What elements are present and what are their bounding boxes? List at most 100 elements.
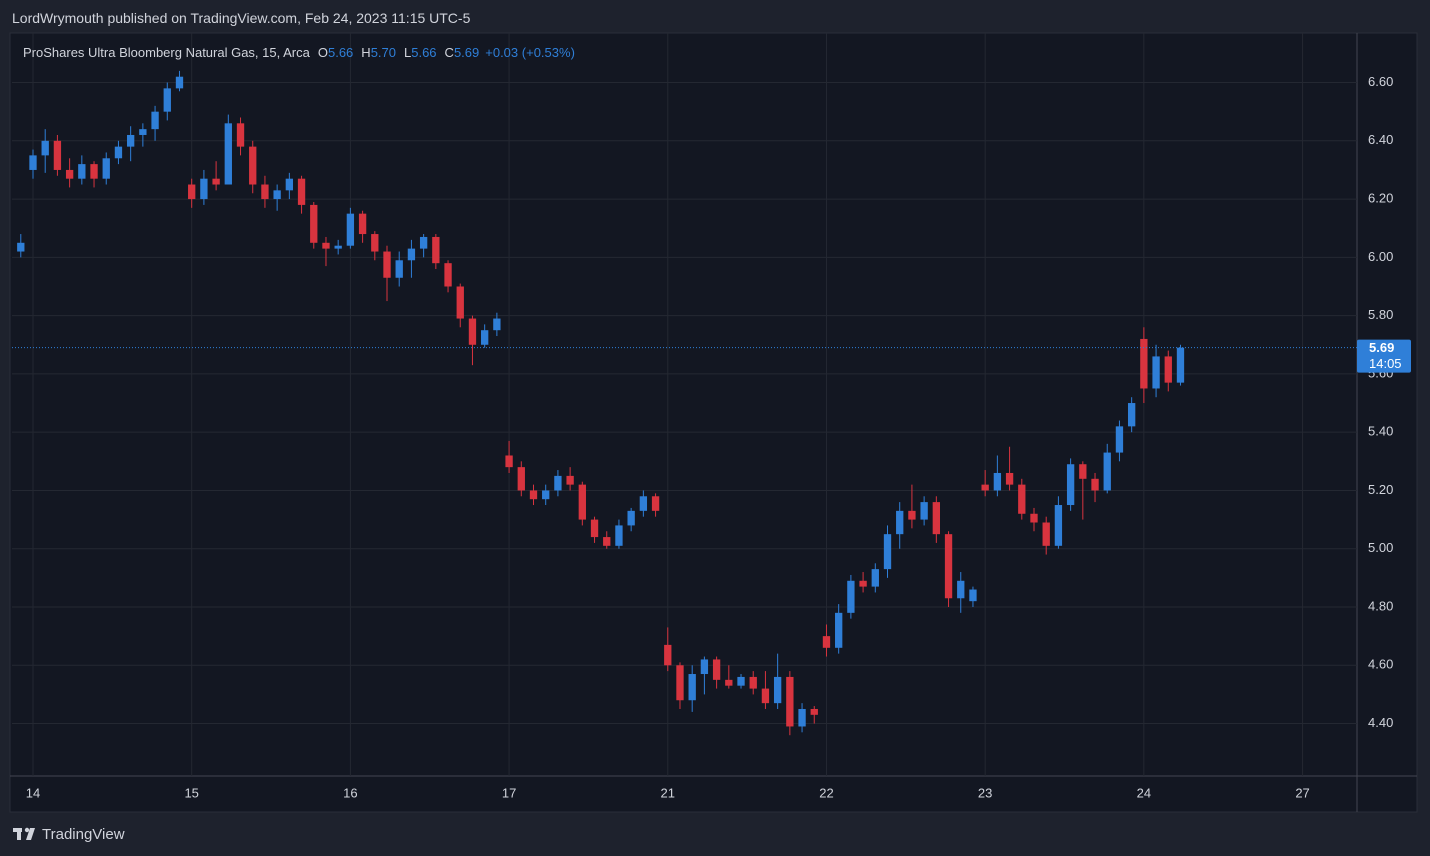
- candle-body: [1054, 505, 1063, 546]
- grid: 4.404.604.805.005.205.405.605.806.006.20…: [12, 33, 1393, 800]
- y-tick-label: 6.00: [1368, 249, 1393, 264]
- candles: [17, 70, 1185, 736]
- symbol-title: ProShares Ultra Bloomberg Natural Gas, 1…: [23, 45, 310, 60]
- candle-body: [993, 472, 1002, 491]
- candle-body: [920, 502, 928, 520]
- candle-body: [505, 455, 513, 468]
- candle-body: [615, 525, 623, 546]
- candle-body: [566, 475, 574, 485]
- brand: TradingView: [42, 826, 125, 843]
- candle-body: [651, 496, 660, 511]
- candle-body: [786, 676, 794, 727]
- candle-body: [542, 490, 550, 500]
- y-tick-label: 5.80: [1368, 307, 1393, 322]
- candle-body: [358, 213, 367, 235]
- candle-body: [712, 659, 721, 680]
- candle-body: [41, 140, 49, 156]
- candle-body: [78, 164, 86, 179]
- candle-body: [908, 510, 916, 520]
- candle-body: [126, 134, 135, 147]
- candle-body: [334, 245, 342, 249]
- candle-body: [285, 178, 294, 191]
- ohlc-value: 5.69: [453, 45, 480, 60]
- change-percent: (+0.53%): [521, 45, 575, 60]
- ohlc-legend: O5.66 H5.70 L5.66 C5.69: [310, 45, 479, 60]
- candle-body: [1079, 464, 1087, 479]
- candle-body: [944, 534, 953, 599]
- candle-body: [102, 158, 110, 179]
- candle-body: [65, 169, 74, 179]
- x-tick-label: 27: [1295, 785, 1309, 800]
- price-tag: [1357, 339, 1411, 373]
- candle-body: [188, 184, 196, 200]
- candle-body: [456, 286, 464, 319]
- candle-body: [981, 484, 989, 491]
- candle-body: [1152, 356, 1160, 389]
- legend: ProShares Ultra Bloomberg Natural Gas, 1…: [23, 45, 575, 60]
- candle-body: [151, 111, 159, 130]
- y-tick-label: 5.20: [1368, 482, 1393, 497]
- candle-body: [139, 129, 147, 135]
- y-tick-label: 4.40: [1368, 715, 1393, 730]
- y-tick-label: 5.00: [1368, 540, 1393, 555]
- candle-body: [1103, 452, 1111, 491]
- candle-body: [346, 213, 355, 246]
- x-tick-label: 17: [502, 785, 516, 800]
- candle-body: [773, 676, 782, 704]
- candle-body: [236, 123, 245, 147]
- candle-body: [1140, 338, 1148, 389]
- candle-body: [737, 676, 745, 686]
- candle-body: [444, 263, 452, 287]
- candle-body: [200, 178, 208, 200]
- candle-body: [53, 140, 62, 170]
- candle-body: [322, 242, 330, 249]
- candle-body: [114, 146, 123, 159]
- ohlc-value: 5.66: [411, 45, 437, 60]
- candle-body: [517, 467, 525, 491]
- candle-body: [969, 589, 977, 602]
- candle-body: [175, 76, 184, 89]
- candle-body: [1042, 522, 1050, 546]
- candle-body: [847, 580, 855, 613]
- candle-body: [957, 580, 965, 599]
- candle-body: [1066, 464, 1075, 506]
- candle-body: [407, 248, 416, 261]
- publisher-note: LordWrymouth published on TradingView.co…: [12, 10, 471, 26]
- candle-body: [529, 490, 538, 500]
- ohlc-value: 5.66: [327, 45, 354, 60]
- candle-body: [590, 519, 599, 538]
- candle-body: [493, 318, 501, 331]
- candle-body: [932, 502, 940, 535]
- x-tick-label: 14: [26, 785, 40, 800]
- change: +0.03: [485, 45, 519, 60]
- candle-body: [163, 88, 171, 112]
- x-tick-label: 21: [661, 785, 675, 800]
- candle-body: [297, 178, 306, 205]
- candle-body: [261, 184, 269, 200]
- candle-body: [1030, 513, 1038, 523]
- candle-body: [883, 534, 892, 570]
- candle-body: [896, 510, 904, 535]
- candle-body: [578, 484, 586, 520]
- candle-body: [676, 665, 684, 701]
- candle-body: [1176, 347, 1185, 383]
- brand-logo: [13, 827, 35, 840]
- x-tick-label: 23: [978, 785, 992, 800]
- candle-body: [835, 612, 843, 648]
- candle-body: [310, 204, 318, 243]
- candle-body: [554, 475, 562, 491]
- candle-body: [383, 251, 391, 278]
- ohlc-value: 5.70: [370, 45, 396, 60]
- candle-body: [249, 146, 257, 185]
- ohlc-label: C: [444, 45, 454, 60]
- candle-body: [1115, 426, 1124, 453]
- candle-body: [395, 260, 403, 278]
- price-tag-countdown: 14:05: [1369, 356, 1402, 371]
- candle-body: [212, 178, 220, 185]
- candle-body: [432, 236, 440, 264]
- candle-body: [17, 242, 25, 252]
- candle-body: [1018, 484, 1026, 514]
- candle-body: [700, 659, 709, 675]
- candle-body: [273, 190, 281, 200]
